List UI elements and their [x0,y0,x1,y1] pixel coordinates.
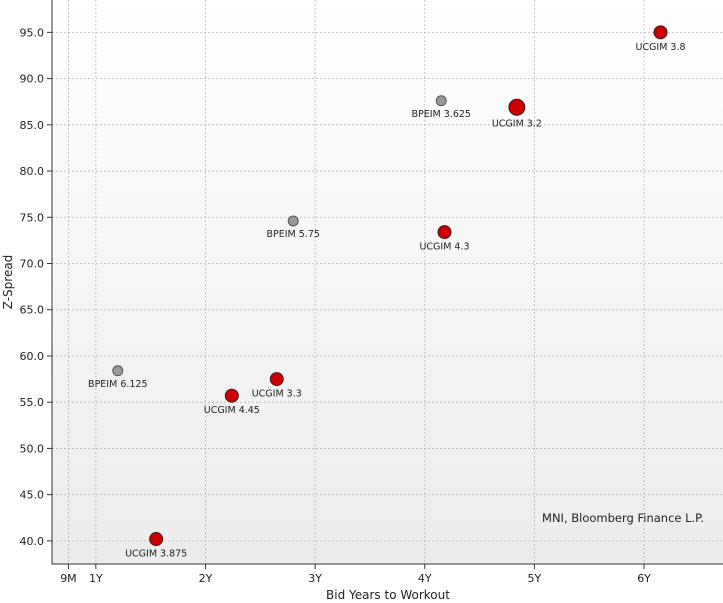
data-point[interactable] [435,95,447,107]
x-tick-label: 2Y [199,572,213,585]
x-tick-label: 5Y [528,572,542,585]
y-tick-label: 70.0 [20,258,45,271]
y-tick-label: 55.0 [20,396,45,409]
data-point-label: UCGIM 3.875 [125,549,187,560]
data-point-label: UCGIM 3.2 [492,118,542,129]
x-tick-label: 1Y [89,572,103,585]
data-point[interactable] [149,532,164,547]
data-point-label: UCGIM 4.3 [419,242,469,253]
y-tick-label: 65.0 [20,304,45,317]
data-points: UCGIM 3.875 UCGIM 4.45 UCGIM 3.3 UCGIM 4.3 U… [88,25,686,560]
x-tick-label: 6Y [637,572,651,585]
y-tick-label: 40.0 [20,535,45,548]
tick-marks: 40.0 45.0 50.0 55.0 60.0 65.0 70.0 75.0 80.0 85.0… [20,26,652,585]
data-point-label: UCGIM 4.45 [204,405,260,416]
y-tick-label: 80.0 [20,165,45,178]
data-point[interactable] [269,372,284,387]
y-tick-label: 90.0 [20,73,45,86]
data-point-label: BPEIM 3.625 [411,109,470,120]
x-tick-label: 9M [60,572,77,585]
source-note: MNI, Bloomberg Finance L.P. [542,511,704,525]
data-point[interactable] [653,25,668,40]
y-tick-label: 85.0 [20,119,45,132]
data-point-label: UCGIM 3.3 [252,389,302,400]
y-tick-label: 50.0 [20,442,45,455]
data-point-label: BPEIM 6.125 [88,379,147,390]
y-tick-label: 45.0 [20,489,45,502]
y-tick-label: 60.0 [20,350,45,363]
x-tick-label: 4Y [418,572,432,585]
data-point[interactable] [224,388,239,403]
y-axis-title: Z-Spread [1,255,15,310]
data-point[interactable] [287,215,299,227]
axes [51,0,723,565]
data-point[interactable] [508,98,526,116]
y-tick-label: 75.0 [20,211,45,224]
x-tick-label: 3Y [308,572,322,585]
data-point-label: BPEIM 5.75 [266,229,319,240]
data-point[interactable] [112,365,124,377]
y-tick-label: 95.0 [20,26,45,39]
data-point-label: UCGIM 3.8 [635,42,685,53]
x-axis-title: Bid Years to Workout [326,588,450,602]
plot-area [52,0,723,564]
data-point[interactable] [437,225,452,240]
